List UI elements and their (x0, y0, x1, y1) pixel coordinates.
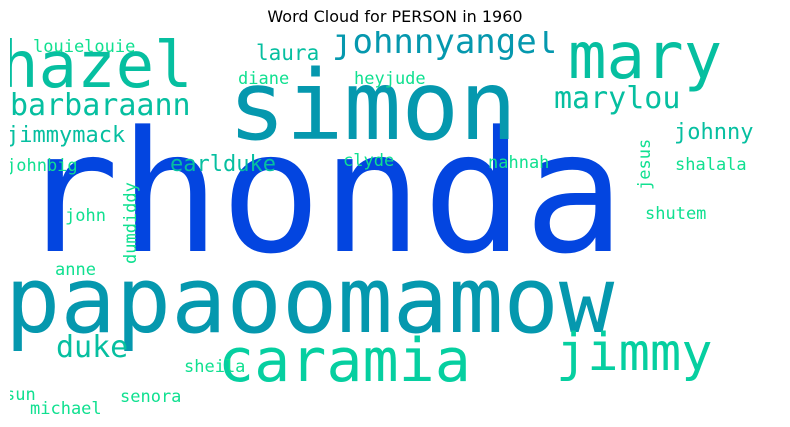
chart-title: Word Cloud for PERSON in 1960 (267, 7, 523, 26)
word-duke: duke (56, 330, 128, 365)
word-jimmy: jimmy (556, 323, 713, 383)
word-marylou: marylou (554, 81, 680, 116)
word-sheila: sheila (184, 357, 245, 377)
word-papaoomamow: papaoomamow (10, 247, 615, 354)
word-mary: mary (568, 31, 722, 94)
word-anne: anne (55, 260, 96, 280)
word-clyde: clyde (343, 151, 394, 171)
word-laura: laura (256, 41, 319, 65)
word-rhonda: rhonda (18, 95, 625, 291)
word-nahnah: nahnah (488, 153, 549, 173)
word-jesus: jesus (635, 139, 655, 190)
word-hazel: hazel (10, 31, 193, 103)
word-caramia: caramia (218, 326, 471, 396)
word-jimmymack: jimmymack (10, 123, 125, 148)
word-louielouie: louielouie (33, 37, 135, 57)
word-johnny: johnny (674, 120, 753, 145)
word-heyjude: heyjude (354, 69, 426, 89)
word-senora: senora (120, 387, 181, 407)
word-dumdiddy: dumdiddy (121, 182, 141, 264)
word-john: john (65, 206, 106, 226)
word-johnbig: johnbig (10, 156, 78, 176)
word-shutem: shutem (645, 204, 706, 224)
word-simon: simon (228, 50, 517, 162)
word-johnnyangel: johnnyangel (332, 31, 557, 62)
word-shalala: shalala (675, 155, 747, 175)
word-sun: sun (10, 385, 36, 405)
word-michael: michael (30, 399, 102, 417)
word-barbaraann: barbaraann (10, 88, 191, 123)
word-earlduke: earlduke (170, 152, 276, 177)
word-diane: diane (238, 69, 289, 89)
